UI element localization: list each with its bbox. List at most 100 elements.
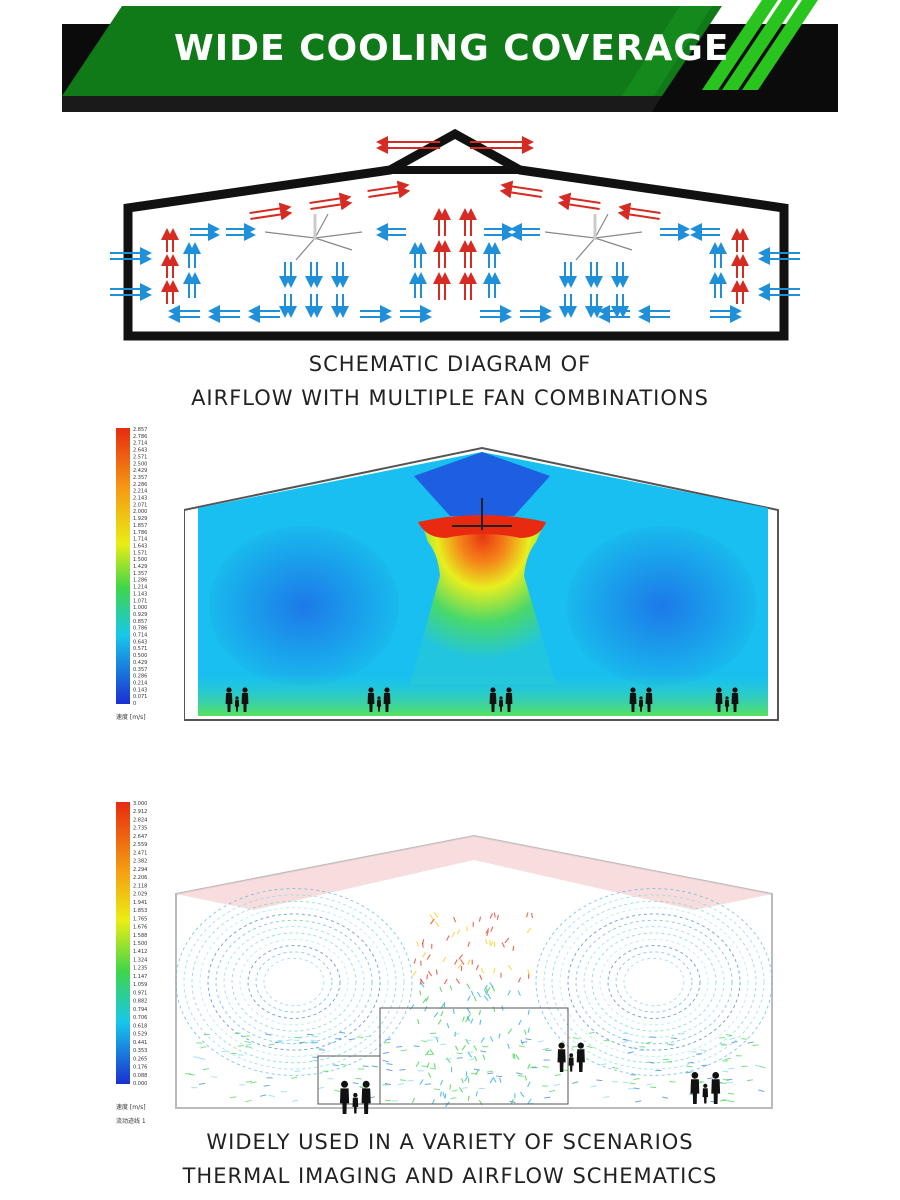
- scale-tick-label: 0.794: [133, 1007, 147, 1013]
- scale-tick-label: 0.214: [133, 680, 147, 686]
- scale-tick-label: 2.643: [133, 448, 147, 454]
- scale-tick-label: 1.500: [133, 941, 147, 947]
- scale-tick-label: 1.059: [133, 982, 147, 988]
- fan-right: [544, 213, 643, 261]
- scale-tick-label: 2.294: [133, 867, 147, 873]
- scale-tick-label: 1.765: [133, 916, 147, 922]
- scenarios-caption-line2: THERMAL IMAGING AND AIRFLOW SCHEMATICS: [182, 1164, 718, 1188]
- scale-tick-label: 2.857: [133, 427, 147, 433]
- scale-tick-label: 2.559: [133, 842, 147, 848]
- schematic-caption-line2: AIRFLOW WITH MULTIPLE FAN COMBINATIONS: [191, 386, 709, 410]
- scale-tick-label: 2.471: [133, 850, 147, 856]
- scale-tick-label: 0.882: [133, 999, 147, 1005]
- scale-tick-label: 0.529: [133, 1032, 147, 1038]
- thermal-simulation: [183, 446, 780, 722]
- scale-tick-label: 1.786: [133, 530, 147, 536]
- airflow-arrows: [110, 136, 800, 323]
- scale-tick-label: 1.412: [133, 949, 147, 955]
- scenarios-caption-line1: WIDELY USED IN A VARIETY OF SCENARIOS: [206, 1130, 694, 1154]
- scale-tick-label: 0.929: [133, 612, 147, 618]
- scale-tick-label: 0.286: [133, 674, 147, 680]
- scale-tick-label: 1.235: [133, 966, 147, 972]
- scale-tick-label: 0.000: [133, 1081, 147, 1087]
- family-silhouette: [629, 687, 653, 712]
- scale-tick-label: 2.143: [133, 496, 147, 502]
- scale-tick-label: 0.071: [133, 694, 147, 700]
- fan-airflow-plume: [410, 520, 556, 684]
- scale-tick-label: 2.286: [133, 482, 147, 488]
- velocity-unit-2: 速度 [m/s]: [116, 1104, 146, 1111]
- family-silhouette: [367, 687, 391, 712]
- roof-arrow: [309, 192, 352, 205]
- banner-green-panel: [62, 6, 722, 96]
- scale-tick-label: 2.912: [133, 809, 147, 815]
- scale-tick-label: 1.941: [133, 900, 147, 906]
- people-silhouettes-2: [339, 1042, 721, 1114]
- scale-tick-label: 2.429: [133, 468, 147, 474]
- velocity-unit-1: 速度 [m/s]: [116, 714, 146, 721]
- roof-arrow: [499, 186, 542, 199]
- scale-tick-label: 0.357: [133, 667, 147, 673]
- banner-title: WIDE COOLING COVERAGE: [174, 28, 730, 69]
- building-outline: [123, 128, 789, 341]
- schematic-diagram: [110, 128, 800, 341]
- scale-tick-label: 0.857: [133, 619, 147, 625]
- fan-left: [264, 213, 363, 261]
- scale-tick-label: 1.357: [133, 571, 147, 577]
- scale-tick-label: 2.118: [133, 883, 147, 889]
- scale-tick-label: 1.143: [133, 591, 147, 597]
- streamline-vectors: [175, 888, 773, 1108]
- scale-tick-label: 1.853: [133, 908, 147, 914]
- scale-tick-label: 0.143: [133, 687, 147, 693]
- roof-arrow: [249, 202, 292, 215]
- airflow-streamlines: [174, 832, 774, 1114]
- roof-arrow: [368, 186, 411, 199]
- scale-tick-label: 0.500: [133, 653, 147, 659]
- scale-tick-label: 1.147: [133, 974, 147, 980]
- scale-tick-label: 2.206: [133, 875, 147, 881]
- scale-tick-label: 2.000: [133, 509, 147, 515]
- scale-tick-label: 2.714: [133, 441, 147, 447]
- scale-tick-label: 1.643: [133, 543, 147, 549]
- scale-tick-label: 1.714: [133, 537, 147, 543]
- scale-tick-label: 2.647: [133, 834, 147, 840]
- family-silhouette: [557, 1042, 585, 1072]
- scale-tick-label: 3.000: [133, 801, 147, 807]
- scale-tick-label: 2.382: [133, 859, 147, 865]
- scale-tick-label: 0.088: [133, 1073, 147, 1079]
- scale-tick-label: 1.214: [133, 585, 147, 591]
- scale-tick-label: 1.857: [133, 523, 147, 529]
- scale-tick-label: 0.441: [133, 1040, 147, 1046]
- scale-tick-label: 2.824: [133, 817, 147, 823]
- scale-tick-label: 1.286: [133, 578, 147, 584]
- family-silhouette: [225, 687, 249, 712]
- scale-tick-label: 1.571: [133, 550, 147, 556]
- scale-tick-label: 1.588: [133, 933, 147, 939]
- banner-stripe-3: [742, 0, 818, 90]
- banner-stripe-2: [722, 0, 798, 90]
- roof-arrow: [500, 180, 543, 193]
- scale-tick-label: 0.176: [133, 1065, 147, 1071]
- scale-tick-label: 2.029: [133, 892, 147, 898]
- scale-tick-label: 2.500: [133, 461, 147, 467]
- scale-tick-label: 1.500: [133, 557, 147, 563]
- scale-tick-label: 1.324: [133, 957, 147, 963]
- banner-graphic: [62, 0, 838, 112]
- header-banner: WIDE COOLING COVERAGE: [62, 0, 838, 112]
- velocity-colorbar-2: 3.000 2.912 2.824 2.735 2.647 2.559 2.471 2.382…: [116, 801, 147, 1087]
- velocity-scale-2: 3.000 2.912 2.824 2.735 2.647 2.559 2.471 2.382…: [112, 800, 162, 1100]
- scale-tick-label: 0: [133, 701, 136, 707]
- scale-tick-label: 2.214: [133, 489, 147, 495]
- streamline-graphic: [175, 834, 773, 1114]
- scale-tick-label: 2.357: [133, 475, 147, 481]
- scale-tick-label: 1.071: [133, 598, 147, 604]
- roof-arrow: [558, 192, 601, 205]
- scale-tick-label: 2.071: [133, 502, 147, 508]
- scale-tick-label: 2.735: [133, 826, 147, 832]
- family-silhouette: [489, 687, 513, 712]
- scale-tick-label: 0.786: [133, 626, 147, 632]
- family-silhouette: [339, 1080, 371, 1114]
- people-silhouettes: [225, 687, 739, 712]
- velocity-scale-1: 2.857 2.786 2.714 2.643 2.571 2.500 2.429 2.357…: [112, 426, 152, 716]
- scale-tick-label: 1.929: [133, 516, 147, 522]
